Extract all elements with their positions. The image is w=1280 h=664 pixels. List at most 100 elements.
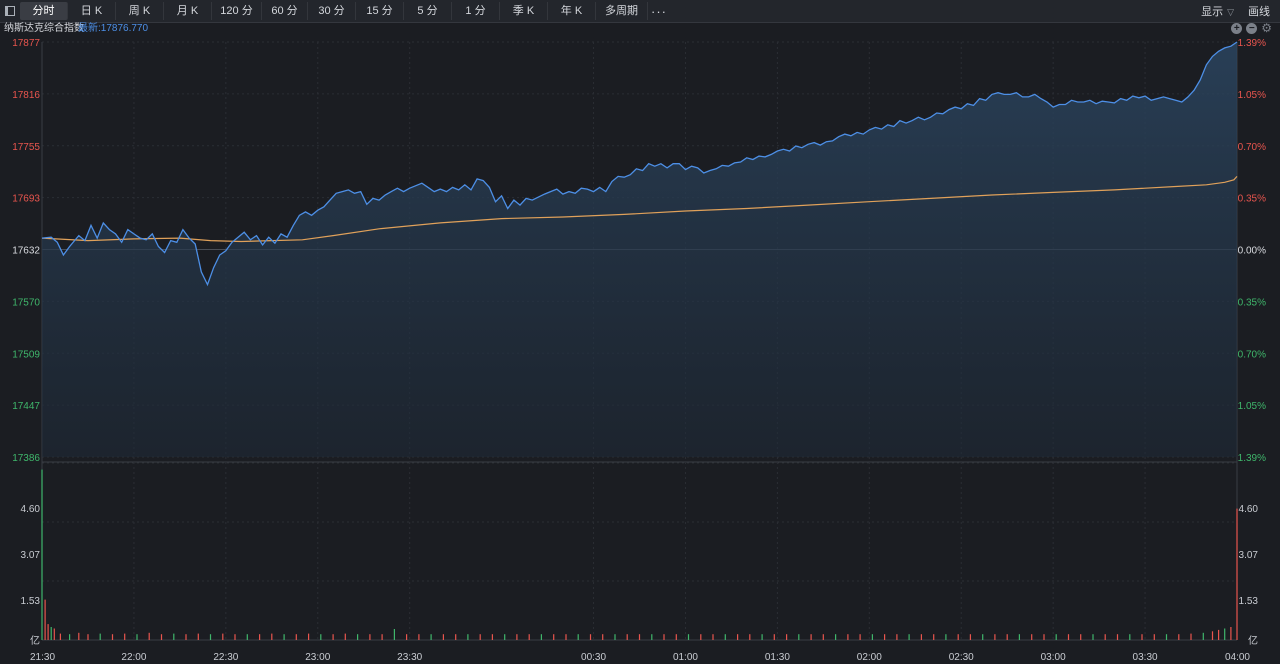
volume-bar — [148, 632, 150, 640]
volume-bar — [908, 634, 910, 640]
volume-bar — [53, 628, 55, 640]
volume-bar — [455, 634, 457, 640]
time-tick-label: 03:30 — [1133, 652, 1158, 663]
volume-bar — [136, 634, 138, 640]
volume-bar — [467, 634, 469, 640]
volume-bar — [1178, 634, 1180, 640]
volume-bar — [1141, 634, 1143, 640]
tab-5min[interactable]: 5 分 — [404, 2, 452, 20]
more-icon[interactable]: ··· — [651, 3, 667, 19]
volume-bar — [982, 634, 984, 640]
volume-bar — [320, 634, 322, 640]
tab-multi-period[interactable]: 多周期 — [596, 2, 648, 20]
tab-month-k[interactable]: 月 K — [164, 2, 212, 20]
volume-bar — [589, 634, 592, 640]
volume-bar — [1165, 634, 1168, 640]
volume-bar — [1218, 629, 1220, 640]
volume-bar — [1006, 634, 1008, 640]
draw-line-button[interactable]: 画线 — [1248, 6, 1270, 18]
volume-bar — [933, 634, 935, 640]
price-tick-label: 17509 — [12, 349, 40, 360]
latest-price: 最新:17876.770 — [78, 23, 149, 34]
percent-tick-label: 0.35% — [1238, 194, 1266, 205]
percent-tick-label: 1.05% — [1238, 90, 1266, 101]
price-line — [41, 41, 1238, 287]
volume-bar — [479, 634, 481, 640]
volume-bar — [994, 634, 996, 640]
volume-bar — [381, 634, 383, 640]
volume-bar — [835, 634, 837, 640]
percent-tick-label: 0.70% — [1238, 349, 1266, 360]
volume-bar — [614, 634, 616, 640]
volume-bar — [687, 634, 690, 640]
time-tick-label: 03:00 — [1041, 652, 1066, 663]
volume-bar — [1055, 634, 1057, 640]
volume-bar — [724, 634, 726, 640]
time-tick-label: 00:30 — [581, 652, 606, 663]
tab-15min[interactable]: 15 分 — [356, 2, 404, 20]
time-tick-label: 21:30 — [30, 652, 55, 663]
time-tick-label: 01:00 — [673, 652, 698, 663]
volume-bar — [969, 634, 971, 640]
volume-bar — [59, 633, 61, 640]
volume-bar — [884, 634, 886, 640]
price-area — [42, 42, 1237, 457]
volume-tick-label-right: 3.07 — [1239, 550, 1259, 561]
volume-bars — [41, 469, 1238, 640]
volume-bar — [651, 634, 653, 640]
timeshare-chart[interactable]: 17877 1.39% 17816 1.05% 17755 0.70% 17693 0.35%… — [0, 36, 1280, 664]
volume-tick-label-right: 亿 — [1248, 634, 1258, 647]
volume-bar — [283, 634, 285, 640]
volume-tick-label: 亿 — [30, 634, 40, 647]
tab-120min[interactable]: 120 分 — [212, 2, 262, 20]
volume-bar — [761, 634, 763, 640]
volume-bar — [418, 634, 420, 640]
volume-bar — [1129, 634, 1131, 640]
zoom-out-icon[interactable]: − — [1246, 23, 1258, 34]
price-tick-label: 17447 — [12, 401, 40, 412]
display-label: 显示 — [1201, 6, 1224, 18]
price-tick-label: 17570 — [12, 297, 40, 308]
volume-bar — [700, 634, 702, 640]
tab-day-k[interactable]: 日 K — [68, 2, 116, 20]
volume-bar — [259, 634, 261, 640]
gear-icon[interactable]: ⚙ — [1261, 21, 1272, 35]
volume-bar — [41, 469, 43, 640]
volume-bar — [344, 633, 346, 640]
zoom-in-icon[interactable]: + — [1231, 23, 1243, 34]
average-price-line — [41, 175, 1238, 243]
volume-bar — [430, 634, 432, 640]
volume-bar — [602, 634, 604, 640]
volume-bar — [1080, 634, 1082, 640]
price-tick-label: 17877 — [12, 38, 40, 49]
time-tick-label: 22:00 — [121, 652, 146, 663]
time-tick-label: 22:30 — [213, 652, 238, 663]
volume-bar — [504, 634, 506, 640]
volume-bar — [124, 633, 126, 640]
volume-bar — [957, 634, 959, 640]
volume-bar — [737, 634, 739, 640]
volume-bar — [749, 634, 751, 640]
volume-tick-label: 1.53 — [21, 596, 41, 607]
tab-30min[interactable]: 30 分 — [308, 2, 356, 20]
volume-bar — [675, 634, 677, 640]
percent-tick-label: 0.00% — [1238, 246, 1266, 257]
time-tick-label: 01:30 — [765, 652, 790, 663]
period-toolbar: 分时 日 K 周 K 月 K 120 分 60 分 30 分 15 分 5 分 … — [0, 0, 1280, 23]
volume-bar — [234, 634, 236, 640]
sidebar-toggle-icon[interactable] — [0, 0, 20, 22]
volume-bar — [798, 634, 800, 640]
tab-quarter-k[interactable]: 季 K — [500, 2, 548, 20]
tab-week-k[interactable]: 周 K — [116, 2, 164, 20]
tab-60min[interactable]: 60 分 — [262, 2, 308, 20]
tab-1min[interactable]: 1 分 — [452, 2, 500, 20]
tab-year-k[interactable]: 年 K — [548, 2, 596, 20]
tab-timeshare[interactable]: 分时 — [20, 2, 68, 20]
volume-bar — [78, 632, 80, 640]
volume-bar — [1236, 508, 1238, 640]
volume-bar — [47, 624, 49, 640]
display-dropdown[interactable]: 显示 ▽ — [1201, 3, 1234, 19]
percent-tick-label: 1.39% — [1238, 453, 1266, 464]
volume-bar — [442, 634, 444, 640]
volume-bar — [271, 633, 273, 640]
